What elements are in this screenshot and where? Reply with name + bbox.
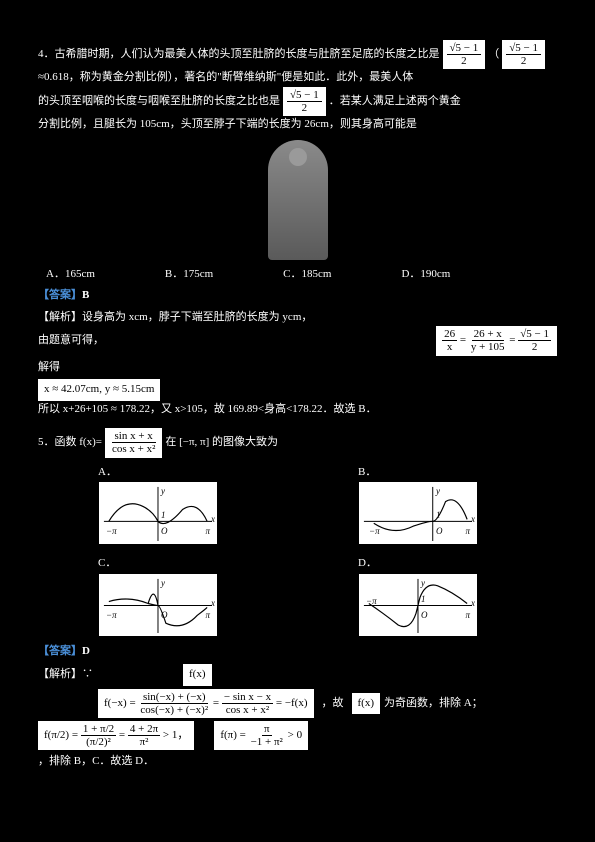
golden-frac-2: √5 − 1 2 [502, 40, 545, 69]
q4-xy-box: x ≈ 42.07cm, y ≈ 5.15cm [38, 379, 160, 401]
q5-opt-b: B． [358, 466, 376, 478]
q4-answer-label: 【答案】B [38, 287, 557, 305]
q4-equation: 26x = 26 + xy + 105 = √5 − 12 [436, 326, 557, 355]
q5-fx-frac: sin x + x cos x + x² [105, 428, 162, 457]
q5-opt-c: C． [98, 557, 116, 569]
odd-function-eq: f(−x) = sin(−x) + (−x)cos(−x) + (−x)² = … [98, 689, 314, 718]
fx-box: f(x) [183, 664, 212, 686]
q5-answer-label: 【答案】D [38, 643, 557, 661]
f-pi-eq: f(π) = π−1 + π² > 0 [214, 721, 308, 750]
venus-statue-image [268, 140, 328, 260]
q4-intro: 4．古希腊时期，人们认为最美人体的头顶至肚脐的长度与肚脐至足底的长度之比是 [38, 46, 440, 64]
f-pi2-eq: f(π/2) = 1 + π/2(π/2)² = 4 + 2ππ² > 1， [38, 721, 194, 750]
graph-a: −π π O y 1 x [98, 481, 218, 545]
q4-opt-c: C．185cm [283, 266, 331, 284]
graph-b: −π π O y 1 x [358, 481, 478, 545]
graph-d: −π π O y 1 x [358, 573, 478, 637]
q4-opt-a: A．165cm [46, 266, 95, 284]
q4-opt-b: B．175cm [165, 266, 213, 284]
q4-opt-d: D．190cm [401, 266, 450, 284]
q5-opt-a: A． [98, 466, 117, 478]
graph-c: −π π O y x [98, 573, 218, 637]
q5-opt-d: D． [358, 557, 377, 569]
q4-approx: ≈0.618，称为黄金分割比例），著名的"断臂维纳斯"便是如此．此外，最美人体 [38, 69, 557, 87]
golden-frac-1: √5 − 1 2 [443, 40, 486, 69]
golden-frac-3: √5 − 1 2 [283, 87, 326, 116]
